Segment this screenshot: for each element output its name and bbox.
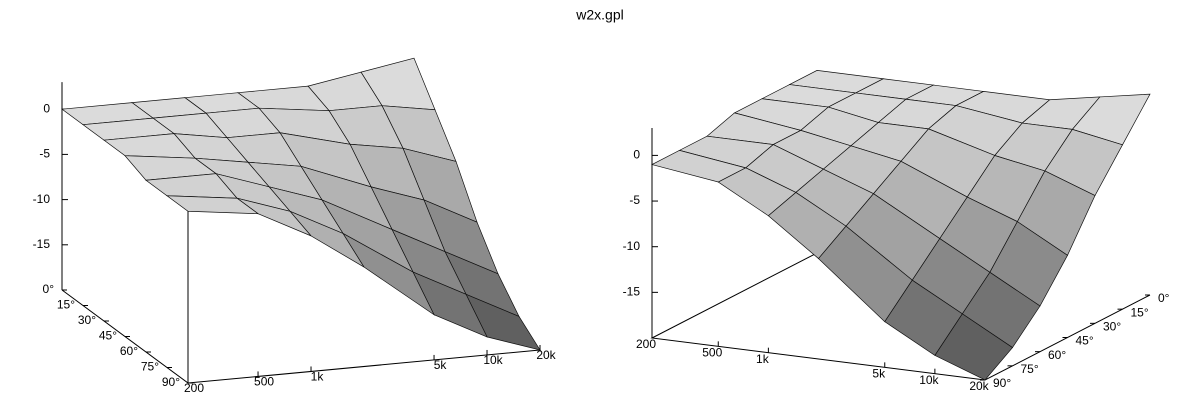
z-tick-label: -15 — [33, 237, 51, 251]
x-tick-label: 5k — [434, 358, 448, 372]
surface-patch — [165, 195, 260, 215]
x-tick-label: 10k — [919, 373, 939, 387]
y-tick-label: 45° — [99, 329, 117, 343]
z-tick-label: 0 — [43, 101, 50, 115]
y-tick-label: 15° — [57, 298, 75, 312]
y-tick-label: 30° — [1103, 320, 1121, 334]
z-tick-label: -10 — [33, 192, 51, 206]
z-tick-label: -15 — [623, 285, 641, 299]
x-tick-label: 200 — [636, 337, 656, 351]
z-tick-label: -5 — [39, 147, 50, 161]
y-tick-label: 90° — [162, 375, 180, 389]
y-tick-label: 15° — [1131, 305, 1149, 319]
y-tick-label: 60° — [120, 344, 138, 358]
y-tick-label: 90° — [993, 376, 1011, 390]
x-tick-label: 200 — [184, 381, 204, 395]
z-tick-label: -5 — [629, 193, 640, 207]
y-tick-label: 0° — [43, 282, 55, 296]
x-tick-label: 500 — [254, 375, 274, 389]
z-tick-label: -10 — [623, 239, 641, 253]
surface-patch — [934, 313, 1014, 381]
page-title: w2x.gpl — [575, 7, 623, 23]
x-tick-label: 10k — [483, 353, 503, 367]
y-tick-label: 60° — [1048, 348, 1066, 362]
y-tick-label: 0° — [1158, 291, 1170, 305]
z-tick-label: 0 — [633, 148, 640, 162]
x-tick-label: 20k — [969, 379, 989, 393]
x-tick-label: 5k — [872, 367, 886, 381]
x-tick-label: 20k — [536, 348, 556, 362]
y-tick-label: 30° — [78, 313, 96, 327]
x-tick-label: 1k — [311, 370, 325, 384]
x-tick-label: 500 — [702, 346, 722, 360]
y-tick-label: 45° — [1076, 334, 1094, 348]
y-tick-label: 75° — [141, 360, 159, 374]
y-tick-label: 75° — [1021, 362, 1039, 376]
x-tick-label: 1k — [756, 352, 770, 366]
